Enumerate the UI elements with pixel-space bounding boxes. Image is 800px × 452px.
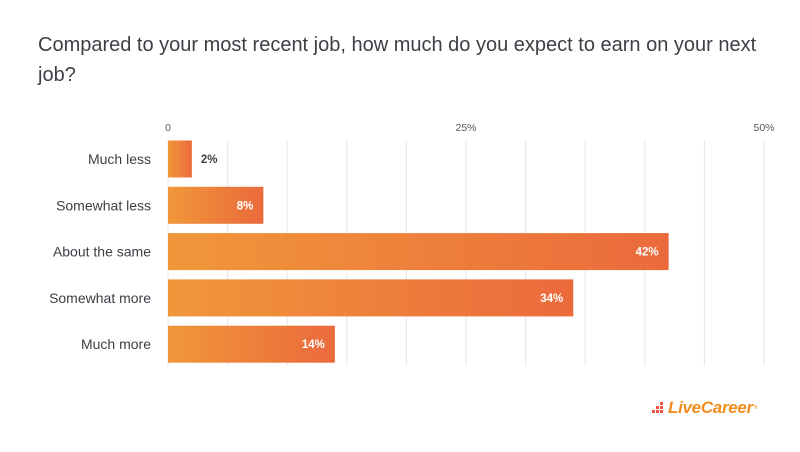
- category-label: Somewhat more: [49, 290, 151, 306]
- logo-dots-icon: [652, 402, 666, 414]
- x-tick-label: 25%: [455, 122, 476, 134]
- livecareer-logo: LiveCareer ®: [652, 398, 758, 418]
- bar: [168, 140, 192, 178]
- category-label: Much less: [88, 151, 151, 167]
- logo-registered-mark: ®: [753, 405, 758, 411]
- category-label: Somewhat less: [56, 197, 151, 213]
- value-labels: 2% 8% 42% 34% 14%: [201, 154, 659, 351]
- value-label: 8%: [237, 200, 254, 212]
- category-label: About the same: [53, 244, 151, 260]
- x-tick-label: 0: [165, 122, 171, 134]
- bar: [168, 325, 335, 363]
- chart-title: Compared to your most recent job, how mu…: [38, 34, 757, 86]
- category-label: Much more: [81, 336, 151, 352]
- bar: [168, 186, 264, 224]
- category-labels: Much less Somewhat less About the same Some…: [49, 151, 151, 352]
- bars: [168, 140, 669, 363]
- bar: [168, 279, 574, 317]
- value-label: 34%: [540, 293, 563, 305]
- bar: [168, 233, 669, 271]
- logo-text: LiveCareer: [668, 398, 753, 417]
- x-axis-ticks: 0 25% 50%: [165, 122, 774, 134]
- x-tick-label: 50%: [753, 122, 774, 134]
- value-label: 2%: [201, 154, 218, 166]
- value-label: 42%: [636, 247, 659, 259]
- value-label: 14%: [302, 339, 325, 351]
